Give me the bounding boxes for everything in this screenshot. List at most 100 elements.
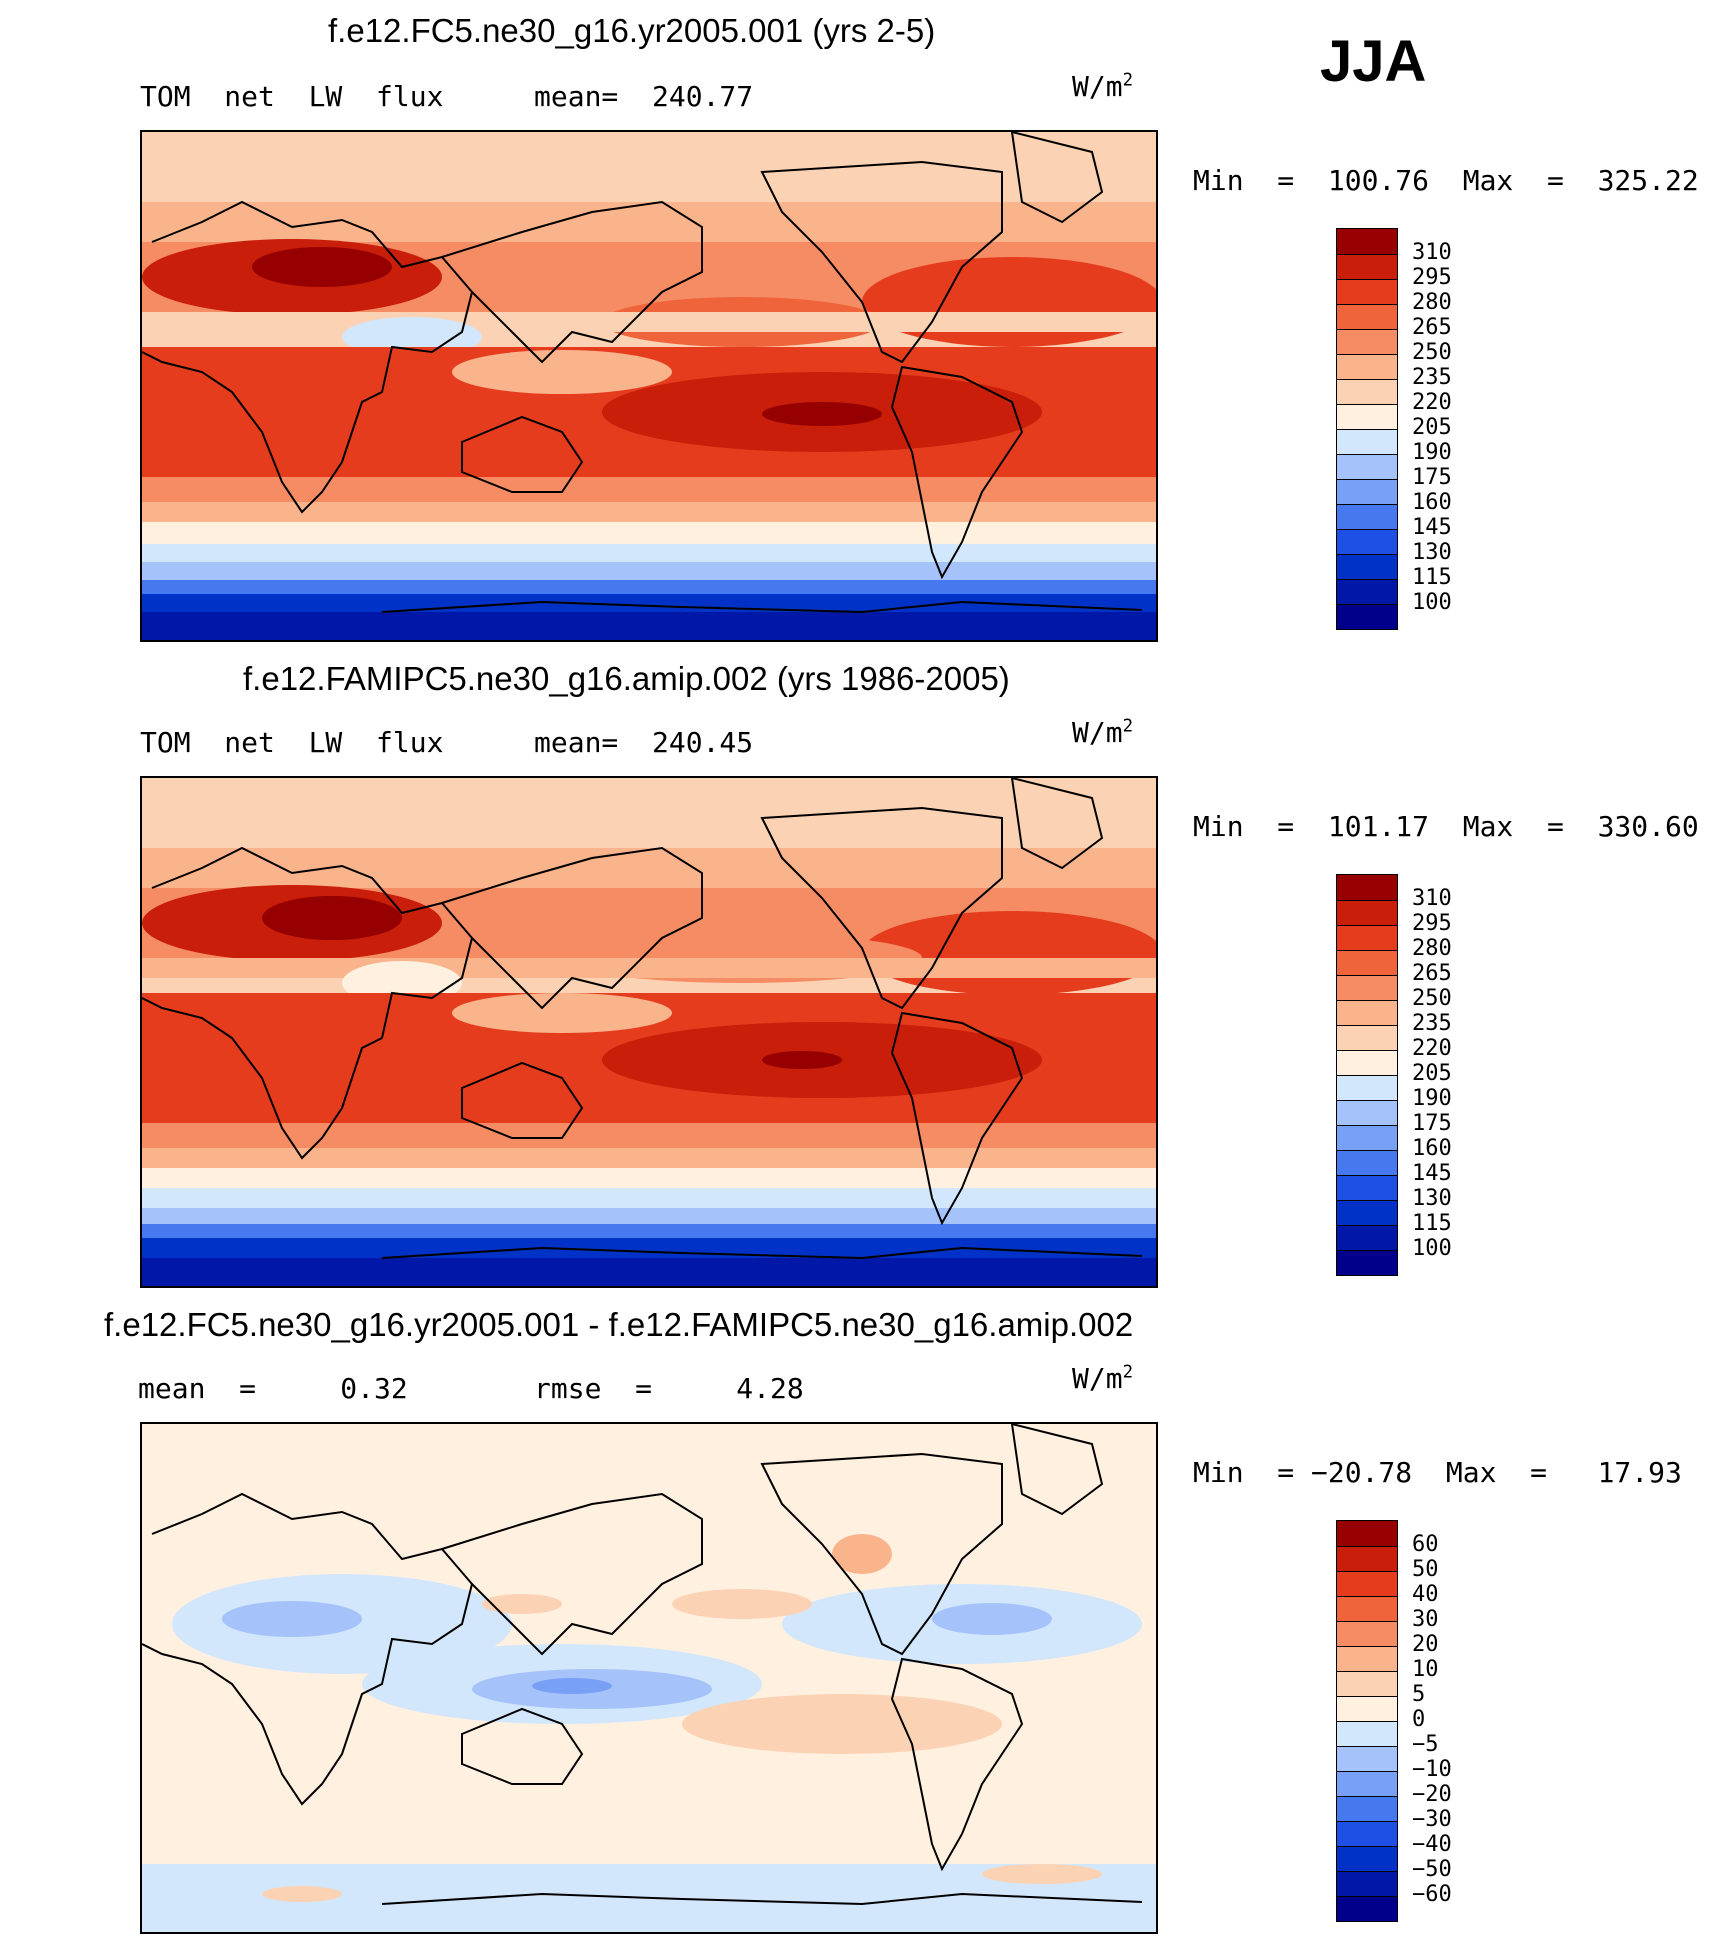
colorbar-level-label: 205	[1412, 1061, 1452, 1086]
colorbar-swatch	[1337, 429, 1397, 454]
colorbar-swatch	[1337, 1546, 1397, 1571]
colorbar-level-label: −20	[1412, 1782, 1452, 1807]
season-label: JJA	[1320, 29, 1427, 94]
panel-2-mean-label: mean= 240.45	[534, 726, 754, 759]
colorbar-swatch	[1337, 1821, 1397, 1846]
colorbar-swatch	[1337, 1746, 1397, 1771]
colorbar-level-label: 5	[1412, 1682, 1426, 1707]
colorbar-swatch	[1337, 1846, 1397, 1871]
panel-2-units: W/m2	[1072, 716, 1134, 749]
colorbar-swatch	[1337, 1796, 1397, 1821]
colorbar-level-label: 160	[1412, 490, 1452, 515]
colorbar-level-label: 160	[1412, 1136, 1452, 1161]
colorbar-swatch	[1337, 404, 1397, 429]
panel-2-map	[140, 776, 1158, 1288]
panel-3-units: W/m2	[1072, 1362, 1134, 1395]
colorbar-level-label: 310	[1412, 240, 1452, 265]
colorbar-level-label: 295	[1412, 911, 1452, 936]
panel-1-variable-label: TOM net LW flux	[140, 80, 444, 113]
panel-3-mean-label: mean = 0.32	[138, 1372, 408, 1405]
colorbar-level-label: 190	[1412, 440, 1452, 465]
panel-1-units: W/m2	[1072, 70, 1134, 103]
colorbar-level-label: −60	[1412, 1882, 1452, 1907]
colorbar-swatch	[1337, 975, 1397, 1000]
colorbar-level-label: 10	[1412, 1657, 1439, 1682]
panel-2-colorbar	[1336, 874, 1398, 1276]
colorbar-swatch	[1337, 1000, 1397, 1025]
colorbar-level-label: 205	[1412, 415, 1452, 440]
colorbar-swatch	[1337, 254, 1397, 279]
colorbar-level-label: 50	[1412, 1557, 1439, 1582]
colorbar-swatch	[1337, 479, 1397, 504]
colorbar-swatch	[1337, 1896, 1397, 1921]
colorbar-swatch	[1337, 1200, 1397, 1225]
colorbar-level-label: 250	[1412, 986, 1452, 1011]
panel-2-variable-label: TOM net LW flux	[140, 726, 444, 759]
colorbar-swatch	[1337, 604, 1397, 629]
colorbar-swatch	[1337, 1150, 1397, 1175]
colorbar-swatch	[1337, 1671, 1397, 1696]
colorbar-swatch	[1337, 1050, 1397, 1075]
panel-3-title: f.e12.FC5.ne30_g16.yr2005.001 - f.e12.FA…	[104, 1306, 1134, 1343]
colorbar-level-label: −30	[1412, 1807, 1452, 1832]
colorbar-level-label: 265	[1412, 961, 1452, 986]
colorbar-level-label: 130	[1412, 1186, 1452, 1211]
panel-1-minmax: Min = 100.76 Max = 325.22	[1193, 164, 1699, 197]
colorbar-level-label: 310	[1412, 886, 1452, 911]
colorbar-level-label: 235	[1412, 365, 1452, 390]
colorbar-swatch	[1337, 279, 1397, 304]
panel-1-title: f.e12.FC5.ne30_g16.yr2005.001 (yrs 2-5)	[328, 12, 936, 49]
colorbar-swatch	[1337, 1696, 1397, 1721]
colorbar-level-label: −50	[1412, 1857, 1452, 1882]
colorbar-swatch	[1337, 1100, 1397, 1125]
colorbar-level-label: 115	[1412, 1211, 1452, 1236]
colorbar-level-label: 220	[1412, 390, 1452, 415]
panel-1-map	[140, 130, 1158, 642]
colorbar-swatch	[1337, 875, 1397, 900]
colorbar-swatch	[1337, 925, 1397, 950]
colorbar-swatch	[1337, 354, 1397, 379]
panel-3-map	[140, 1422, 1158, 1934]
colorbar-swatch	[1337, 1596, 1397, 1621]
panel-2-title: f.e12.FAMIPC5.ne30_g16.amip.002 (yrs 198…	[243, 660, 1010, 697]
colorbar-swatch	[1337, 1250, 1397, 1275]
colorbar-swatch	[1337, 1871, 1397, 1896]
colorbar-level-label: 220	[1412, 1036, 1452, 1061]
colorbar-swatch	[1337, 554, 1397, 579]
colorbar-level-label: −10	[1412, 1757, 1452, 1782]
panel-3-map-svg	[142, 1424, 1156, 1932]
colorbar-level-label: 265	[1412, 315, 1452, 340]
panel-1-colorbar	[1336, 228, 1398, 630]
colorbar-swatch	[1337, 1075, 1397, 1100]
panel-3-colorbar	[1336, 1520, 1398, 1922]
colorbar-level-label: 100	[1412, 590, 1452, 615]
colorbar-swatch	[1337, 1521, 1397, 1546]
colorbar-level-label: 30	[1412, 1607, 1439, 1632]
colorbar-swatch	[1337, 529, 1397, 554]
colorbar-swatch	[1337, 900, 1397, 925]
panel-1-mean-label: mean= 240.77	[534, 80, 754, 113]
colorbar-swatch	[1337, 379, 1397, 404]
colorbar-swatch	[1337, 1125, 1397, 1150]
colorbar-level-label: 145	[1412, 515, 1452, 540]
panel-3-rmse-label: rmse = 4.28	[534, 1372, 804, 1405]
colorbar-level-label: 40	[1412, 1582, 1439, 1607]
colorbar-swatch	[1337, 1571, 1397, 1596]
panel-2-minmax: Min = 101.17 Max = 330.60	[1193, 810, 1699, 843]
colorbar-swatch	[1337, 1646, 1397, 1671]
panel-2-map-svg	[142, 778, 1156, 1286]
colorbar-level-label: 190	[1412, 1086, 1452, 1111]
colorbar-level-label: −40	[1412, 1832, 1452, 1857]
colorbar-swatch	[1337, 950, 1397, 975]
colorbar-swatch	[1337, 1621, 1397, 1646]
colorbar-swatch	[1337, 1225, 1397, 1250]
colorbar-swatch	[1337, 504, 1397, 529]
colorbar-swatch	[1337, 1721, 1397, 1746]
panel-1-map-svg	[142, 132, 1156, 640]
colorbar-level-label: 280	[1412, 936, 1452, 961]
colorbar-level-label: 280	[1412, 290, 1452, 315]
colorbar-swatch	[1337, 304, 1397, 329]
colorbar-swatch	[1337, 454, 1397, 479]
colorbar-level-label: 145	[1412, 1161, 1452, 1186]
colorbar-level-label: 295	[1412, 265, 1452, 290]
